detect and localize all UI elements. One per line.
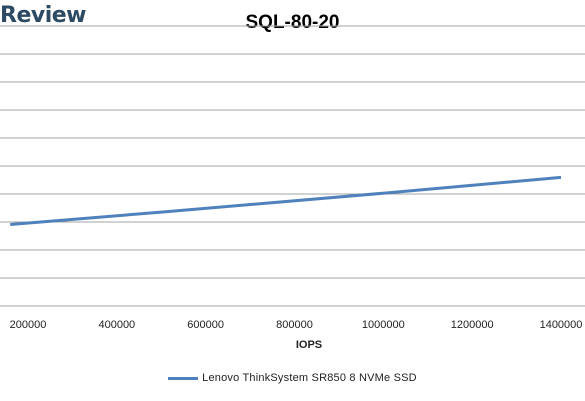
legend: Lenovo ThinkSystem SR850 8 NVMe SSD bbox=[0, 372, 585, 384]
x-tick-label: 400000 bbox=[98, 319, 135, 331]
series-layer bbox=[10, 175, 562, 226]
x-tick-label: 200000 bbox=[10, 319, 47, 331]
x-tick-label: 800000 bbox=[276, 319, 313, 331]
brand-logo-text: Review bbox=[0, 3, 87, 28]
x-tick-label: 1000000 bbox=[362, 319, 405, 331]
x-tick-label: 600000 bbox=[187, 319, 224, 331]
x-tick-label: 1200000 bbox=[451, 319, 494, 331]
series-line bbox=[10, 175, 562, 226]
x-axis-label: IOPS bbox=[296, 339, 322, 351]
gridlines bbox=[0, 25, 585, 307]
x-tick-label: 1400000 bbox=[540, 319, 583, 331]
legend-swatch bbox=[168, 376, 199, 380]
x-axis-ticks: 200000 400000 600000 800000 1000000 1200000 14… bbox=[10, 319, 583, 331]
legend-label: Lenovo ThinkSystem SR850 8 NVMe SSD bbox=[202, 372, 417, 384]
chart-title: SQL-80-20 bbox=[245, 12, 340, 33]
